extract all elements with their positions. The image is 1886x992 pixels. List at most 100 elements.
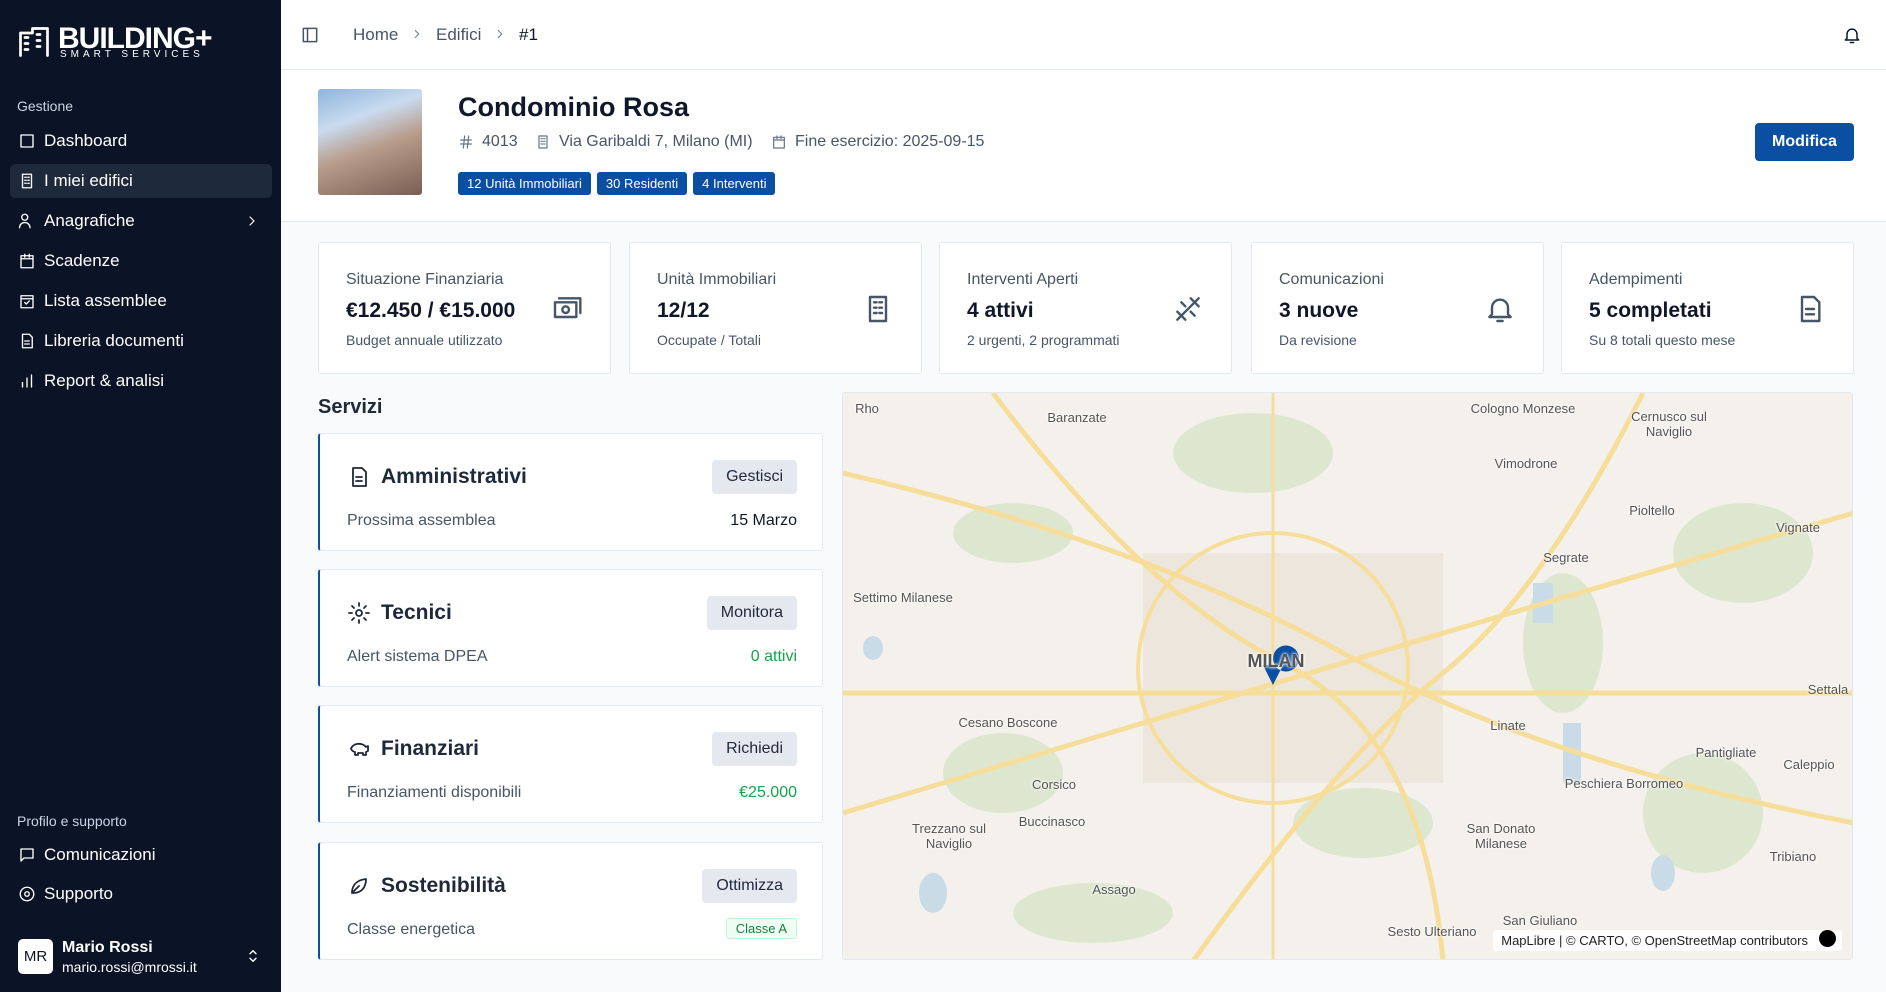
icon: [21, 374, 33, 388]
badge: 4 Interventi: [693, 172, 776, 195]
edit-button[interactable]: Modifica: [1755, 123, 1854, 161]
stat-label: Unità Immobiliari: [657, 271, 777, 288]
map-label: Sesto Ulteriano: [1387, 924, 1477, 939]
badge: 12 Unità Immobiliari: [458, 172, 591, 195]
notifications[interactable]: [1842, 25, 1862, 45]
nav-item[interactable]: Comunicazioni: [10, 838, 272, 872]
stat-note: Budget annuale utilizzato: [346, 332, 503, 348]
nav-item[interactable]: Anagrafiche: [10, 204, 272, 238]
stat-card: Situazione Finanziaria €12.450 / €15.000 B…: [318, 242, 611, 374]
service-card: Sostenibilità Ottimizza Classe energetica C…: [318, 842, 823, 960]
service-action[interactable]: Monitora: [706, 596, 797, 630]
map-label: Settimo Milanese: [853, 590, 953, 605]
building-code: 4013: [482, 133, 518, 150]
separator: [414, 29, 420, 39]
services-title: Servizi: [318, 396, 383, 418]
map-attribution: MapLibre | © CARTO, © OpenStreetMap cont…: [1493, 930, 1842, 951]
map-label: Cernusco sul Naviglio: [1631, 409, 1707, 439]
icon: [20, 295, 34, 309]
stat-label: Situazione Finanziaria: [346, 271, 504, 288]
section-label: Profilo e supporto: [17, 813, 127, 829]
map-label: Assago: [1092, 882, 1136, 897]
map-label: Cesano Boscone: [958, 715, 1058, 730]
chevron: [249, 216, 255, 226]
icon: [1176, 297, 1200, 321]
icon: [1488, 298, 1512, 323]
map-label: Baranzate: [1047, 410, 1107, 425]
building-photo: [318, 89, 422, 195]
brand: BUILDING+: [58, 22, 213, 55]
service-name: Finanziari: [381, 737, 480, 760]
map-base: [843, 393, 1852, 959]
map: Rho Baranzate Cologno Monzese Cernusco sul …: [842, 392, 1853, 960]
stat-card: Unità Immobiliari 12/12 Occupate / Totali: [629, 242, 922, 374]
nav-item[interactable]: Lista assemblee: [10, 284, 272, 318]
service-card: Amministrativi Gestisci Prossima assemblea…: [318, 433, 823, 551]
icon: [351, 878, 367, 894]
service-detail: Prossima assemblea: [347, 512, 496, 529]
service-card: Finanziari Richiedi Finanziamenti disponib…: [318, 705, 823, 823]
icon: [18, 213, 31, 229]
separator: [497, 29, 503, 39]
service-name: Amministrativi: [381, 465, 527, 488]
map-label: Cologno Monzese: [1470, 401, 1576, 416]
stat-note: Occupate / Totali: [657, 332, 762, 348]
map-info[interactable]: [1819, 930, 1836, 947]
stat-value: 12/12: [657, 299, 710, 322]
service-action[interactable]: Richiedi: [712, 732, 797, 766]
stat-note: 2 urgenti, 2 programmati: [967, 332, 1120, 348]
map-label: Linate: [1490, 718, 1526, 733]
service-name: Sostenibilità: [381, 874, 506, 897]
stat-value: 3 nuove: [1279, 299, 1359, 322]
icon: [773, 135, 785, 149]
badge: 30 Residenti: [596, 172, 688, 195]
icon: [352, 467, 367, 487]
map-label: Buccinasco: [1018, 814, 1086, 829]
stat-value: €12.450 / €15.000: [346, 299, 516, 322]
stat-note: Su 8 totali questo mese: [1589, 332, 1736, 348]
map-label: MILAN: [1247, 651, 1305, 671]
brand-sub: SMART SERVICES: [60, 49, 204, 60]
map-label: Segrate: [1543, 550, 1589, 565]
map-label: Rho: [855, 401, 879, 416]
map-label: Vimodrone: [1494, 456, 1558, 471]
service-status: 15 Marzo: [730, 512, 797, 529]
building-name: Condominio Rosa: [458, 92, 689, 122]
service-status: Classe A: [725, 918, 797, 939]
service-status: 0 attivi: [750, 648, 797, 665]
breadcrumb-item[interactable]: Edifici: [436, 25, 482, 44]
icon: [20, 134, 34, 148]
stat-value: 4 attivi: [967, 299, 1034, 322]
icon: [1800, 295, 1821, 323]
nav-item[interactable]: Scadenze: [10, 244, 272, 278]
breadcrumb-item[interactable]: Home: [353, 25, 399, 44]
topbar: [281, 0, 1886, 70]
nav-item[interactable]: Report & analisi: [10, 364, 272, 398]
nav-item[interactable]: I miei edifici: [10, 164, 272, 198]
nav-item[interactable]: Libreria documenti: [10, 324, 272, 358]
service-detail: Classe energetica: [347, 921, 476, 938]
icon: [350, 742, 369, 756]
service-action[interactable]: Gestisci: [712, 460, 797, 494]
stat-card: Adempimenti 5 completati Su 8 totali quest…: [1561, 242, 1854, 374]
icon: [20, 253, 34, 269]
map-label: Tribiano: [1769, 849, 1817, 864]
stat-label: Interventi Aperti: [967, 271, 1079, 288]
map-label: Pantigliate: [1695, 745, 1757, 760]
sidebar-toggle[interactable]: [300, 25, 320, 45]
service-action[interactable]: Ottimizza: [702, 869, 797, 903]
nav-item[interactable]: Dashboard: [10, 124, 272, 158]
service-status: €25.000: [739, 784, 797, 801]
map-label: San Donato Milanese: [1466, 821, 1536, 851]
map-label: Peschiera Borromeo: [1564, 776, 1684, 791]
icon: [868, 295, 888, 323]
nav-item[interactable]: Supporto: [10, 877, 272, 911]
stat-label: Adempimenti: [1589, 271, 1683, 288]
icon: [21, 173, 33, 189]
user-menu[interactable]: [244, 947, 262, 965]
logo-icon: [19, 27, 49, 57]
avatar: MR: [18, 939, 53, 974]
building-address: Via Garibaldi 7, Milano (MI): [559, 133, 753, 150]
service-detail: Finanziamenti disponibili: [347, 784, 522, 801]
